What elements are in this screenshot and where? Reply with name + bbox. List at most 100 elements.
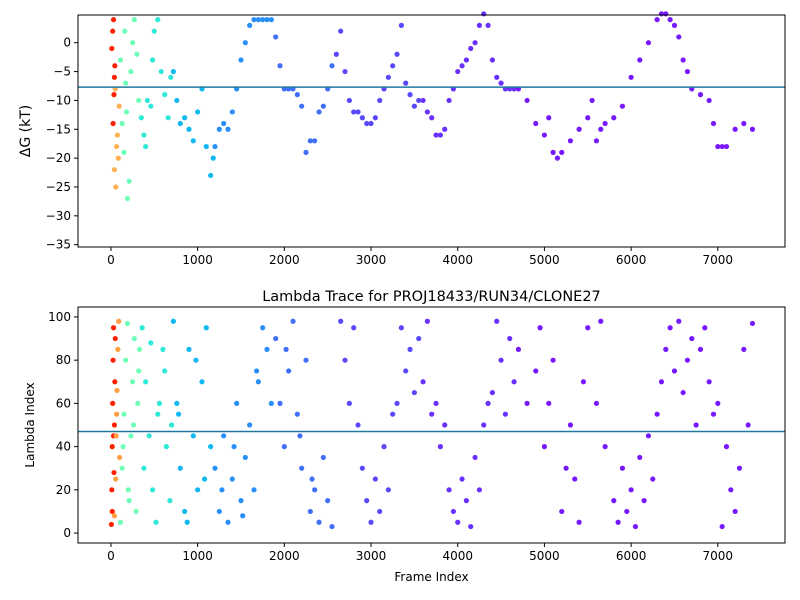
data-point <box>123 80 129 86</box>
data-point <box>563 465 569 471</box>
data-point <box>719 143 725 150</box>
x-tick-label: 5000 <box>529 253 560 267</box>
data-point <box>216 126 222 132</box>
data-point <box>398 22 404 28</box>
data-point <box>303 149 309 155</box>
data-point <box>715 143 721 150</box>
data-point <box>234 400 240 406</box>
data-point <box>177 120 183 127</box>
data-point <box>128 68 134 75</box>
data-point <box>131 17 137 23</box>
data-point <box>554 155 561 161</box>
data-point <box>390 411 396 417</box>
data-point <box>741 120 747 127</box>
data-point <box>119 465 125 471</box>
y-axis-label: Lambda Index <box>23 382 37 467</box>
x-tick-label: 0 <box>107 253 115 267</box>
data-point <box>153 519 159 525</box>
data-point <box>112 335 118 342</box>
data-point <box>593 138 600 144</box>
data-point <box>407 92 413 98</box>
data-point <box>148 103 154 109</box>
data-point <box>221 120 227 127</box>
data-point <box>394 51 400 57</box>
data-point <box>184 519 190 525</box>
data-point <box>385 74 391 80</box>
data-point <box>158 68 164 75</box>
data-point <box>201 476 208 482</box>
data-point <box>160 346 166 352</box>
data-point <box>736 465 743 471</box>
data-point <box>338 318 344 324</box>
data-point <box>111 469 117 476</box>
data-point <box>134 51 140 57</box>
data-point <box>533 120 539 127</box>
data-point <box>112 63 118 69</box>
data-point <box>476 487 482 493</box>
data-point <box>541 444 548 450</box>
data-point <box>619 465 626 471</box>
data-point <box>472 454 478 461</box>
data-point <box>268 17 274 23</box>
data-point <box>442 422 448 428</box>
data-point <box>260 325 266 331</box>
x-tick-label: 3000 <box>356 253 387 267</box>
data-point <box>193 357 199 363</box>
data-point <box>112 379 118 385</box>
y-tick-label: 0 <box>63 36 71 50</box>
data-point <box>619 103 626 109</box>
data-point <box>368 519 374 525</box>
data-point <box>124 320 131 327</box>
data-point <box>468 523 474 530</box>
data-point <box>208 172 214 179</box>
data-point <box>116 103 122 109</box>
data-point <box>139 325 145 331</box>
data-point <box>116 318 122 324</box>
data-point <box>115 155 121 161</box>
data-point <box>567 138 574 144</box>
data-point <box>515 346 522 352</box>
data-point <box>433 400 439 406</box>
data-point <box>242 454 248 461</box>
data-point <box>611 498 617 504</box>
data-point <box>195 487 201 493</box>
data-point <box>123 357 129 363</box>
data-point <box>110 357 116 363</box>
data-point <box>442 126 448 132</box>
data-point <box>723 143 730 150</box>
data-point <box>723 444 730 450</box>
data-point <box>585 325 591 331</box>
y-tick-label: −15 <box>46 122 71 136</box>
data-point <box>203 325 209 331</box>
y-tick-label: 0 <box>63 526 71 540</box>
data-point <box>251 17 257 23</box>
data-point <box>676 318 682 324</box>
data-point <box>247 22 253 28</box>
data-point <box>329 523 335 530</box>
data-point <box>110 17 117 23</box>
data-point <box>264 17 270 23</box>
data-point <box>429 115 435 121</box>
data-point <box>403 80 409 86</box>
data-point <box>273 335 279 342</box>
data-point <box>364 120 370 127</box>
data-point <box>133 508 139 515</box>
data-point <box>165 115 171 121</box>
data-point <box>719 523 725 530</box>
data-point <box>143 143 149 150</box>
data-point <box>572 476 578 482</box>
data-point <box>199 379 205 385</box>
data-point <box>126 498 132 504</box>
data-point <box>110 400 116 406</box>
data-point <box>113 433 119 439</box>
data-point <box>351 325 357 331</box>
data-point <box>307 508 313 515</box>
data-point <box>174 400 180 406</box>
x-axis-label: Frame Index <box>394 570 468 584</box>
data-point <box>364 498 370 504</box>
data-point <box>294 411 300 417</box>
data-point <box>684 68 691 75</box>
x-tick-label: 7000 <box>703 253 734 267</box>
data-point <box>303 357 309 363</box>
